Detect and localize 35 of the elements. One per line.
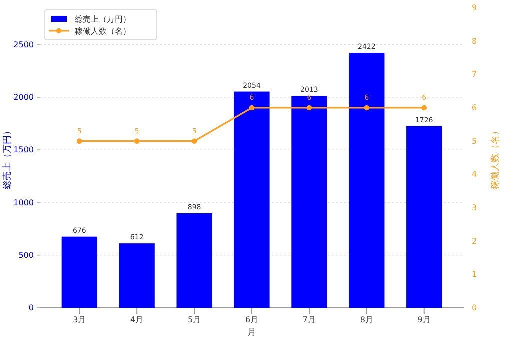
y2-tick-label: 5 bbox=[472, 136, 478, 146]
y2-tick-label: 2 bbox=[472, 236, 478, 246]
y2-tick-label: 7 bbox=[472, 70, 478, 80]
y2-axis-title: 稼働人数（名） bbox=[490, 126, 501, 190]
y-tick-label: 1000 bbox=[14, 198, 34, 208]
bar bbox=[349, 53, 385, 308]
bar bbox=[234, 92, 270, 308]
x-tick-label: 6月 bbox=[245, 316, 259, 325]
y-tick-label: 0 bbox=[28, 304, 34, 313]
y2-tick-label: 3 bbox=[472, 204, 478, 213]
legend-label: 稼働人数（名） bbox=[75, 27, 131, 36]
y2-tick-label: 0 bbox=[472, 304, 478, 313]
y2-tick-label: 1 bbox=[472, 270, 478, 280]
y-tick-label: 2500 bbox=[14, 40, 34, 50]
y2-tick-label: 4 bbox=[472, 170, 478, 180]
x-tick-label: 3月 bbox=[73, 316, 86, 325]
y2-tick-label: 8 bbox=[472, 36, 478, 46]
x-tick-label: 5月 bbox=[188, 316, 202, 325]
x-axis-title: 月 bbox=[248, 328, 256, 338]
bar bbox=[62, 236, 98, 308]
y2-tick-label: 9 bbox=[472, 4, 478, 13]
x-tick-label: 9月 bbox=[418, 316, 431, 325]
bar bbox=[119, 244, 155, 308]
x-tick-label: 4月 bbox=[130, 316, 144, 325]
bar bbox=[176, 213, 212, 308]
x-tick-label: 8月 bbox=[360, 316, 374, 325]
y-axis-title: 総売上（万円） bbox=[2, 126, 13, 190]
y2-tick-label: 6 bbox=[472, 104, 478, 113]
x-tick-label: 7月 bbox=[302, 316, 316, 325]
legend-label: 総売上（万円） bbox=[74, 15, 131, 24]
bar bbox=[406, 126, 442, 308]
bar bbox=[292, 96, 328, 308]
y-tick-label: 1500 bbox=[14, 146, 34, 155]
y-tick-label: 500 bbox=[18, 250, 34, 260]
y-tick-label: 2000 bbox=[14, 93, 34, 102]
